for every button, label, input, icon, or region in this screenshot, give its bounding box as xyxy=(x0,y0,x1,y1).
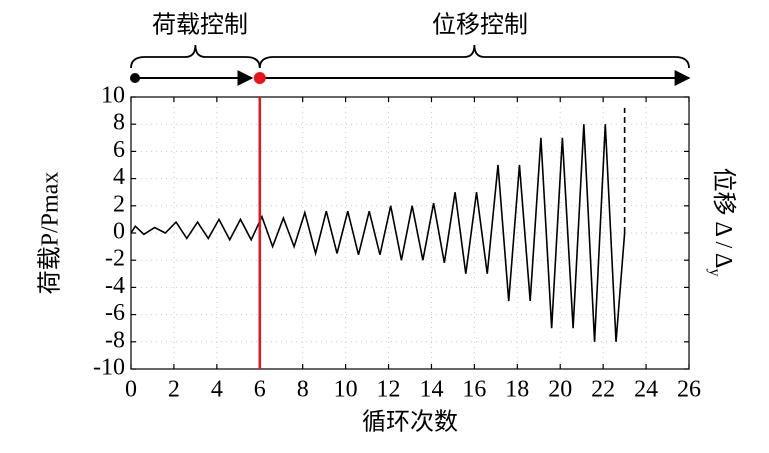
x-tick-label: 10 xyxy=(334,377,358,403)
x-tick-label: 16 xyxy=(462,377,486,403)
x-tick-label: 22 xyxy=(591,377,615,403)
y-tick-label: 4 xyxy=(113,164,125,190)
y-tick-label: 6 xyxy=(113,137,125,163)
y2-label-main: 位移 Δ / Δ xyxy=(710,168,737,269)
y-tick-label: 0 xyxy=(113,219,125,245)
x-tick-label: 14 xyxy=(419,377,443,403)
brace xyxy=(258,44,690,69)
x-tick-label: 20 xyxy=(548,377,572,403)
x-tick-label: 12 xyxy=(377,377,401,403)
timeline-dot xyxy=(253,72,266,84)
x-tick-label: 24 xyxy=(634,377,658,403)
y2-axis-label: 位移 Δ / Δy xyxy=(706,168,737,277)
brace xyxy=(130,44,261,69)
x-axis-label: 循环次数 xyxy=(362,409,458,436)
annotation: 荷载控制 xyxy=(152,12,248,39)
x-tick-label: 18 xyxy=(505,377,529,403)
x-tick-label: 26 xyxy=(677,377,701,403)
y-tick-label: 2 xyxy=(113,191,125,217)
data-line xyxy=(130,124,626,342)
x-tick-label: 8 xyxy=(297,377,309,403)
x-tick-label: 0 xyxy=(125,377,137,403)
y-tick-label: -2 xyxy=(105,246,125,272)
annotation: 位移控制 xyxy=(432,12,528,39)
y-tick-label: 8 xyxy=(113,110,125,136)
y-tick-label: -6 xyxy=(105,300,125,326)
y-tick-label: -4 xyxy=(105,273,125,299)
y-tick-label: 10 xyxy=(101,83,125,109)
y-axis-label: 荷载P/Pmax xyxy=(37,172,64,295)
y2-label-sub: y xyxy=(706,268,723,276)
timeline-dot xyxy=(130,73,140,83)
y-tick-label: -8 xyxy=(105,327,125,353)
x-tick-label: 6 xyxy=(254,377,266,403)
x-tick-label: 4 xyxy=(211,377,223,403)
y-tick-label: -10 xyxy=(93,355,125,381)
x-tick-label: 2 xyxy=(168,377,180,403)
